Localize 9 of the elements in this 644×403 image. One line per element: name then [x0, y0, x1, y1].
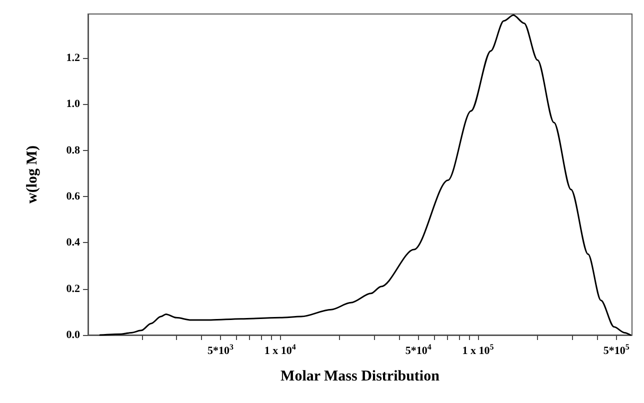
y-axis-title: w(log M): [24, 146, 40, 204]
y-tick-label: 0.0: [66, 329, 80, 341]
y-tick-label: 0.2: [66, 282, 80, 295]
y-tick-label: 0.8: [66, 144, 80, 156]
y-tick-label: 0.4: [66, 236, 80, 249]
y-tick-label: 0.6: [66, 190, 80, 202]
y-tick-label: 1.0: [66, 98, 80, 110]
y-tick-label: 1.2: [66, 52, 80, 64]
x-axis-title: Molar Mass Distribution: [280, 368, 440, 384]
